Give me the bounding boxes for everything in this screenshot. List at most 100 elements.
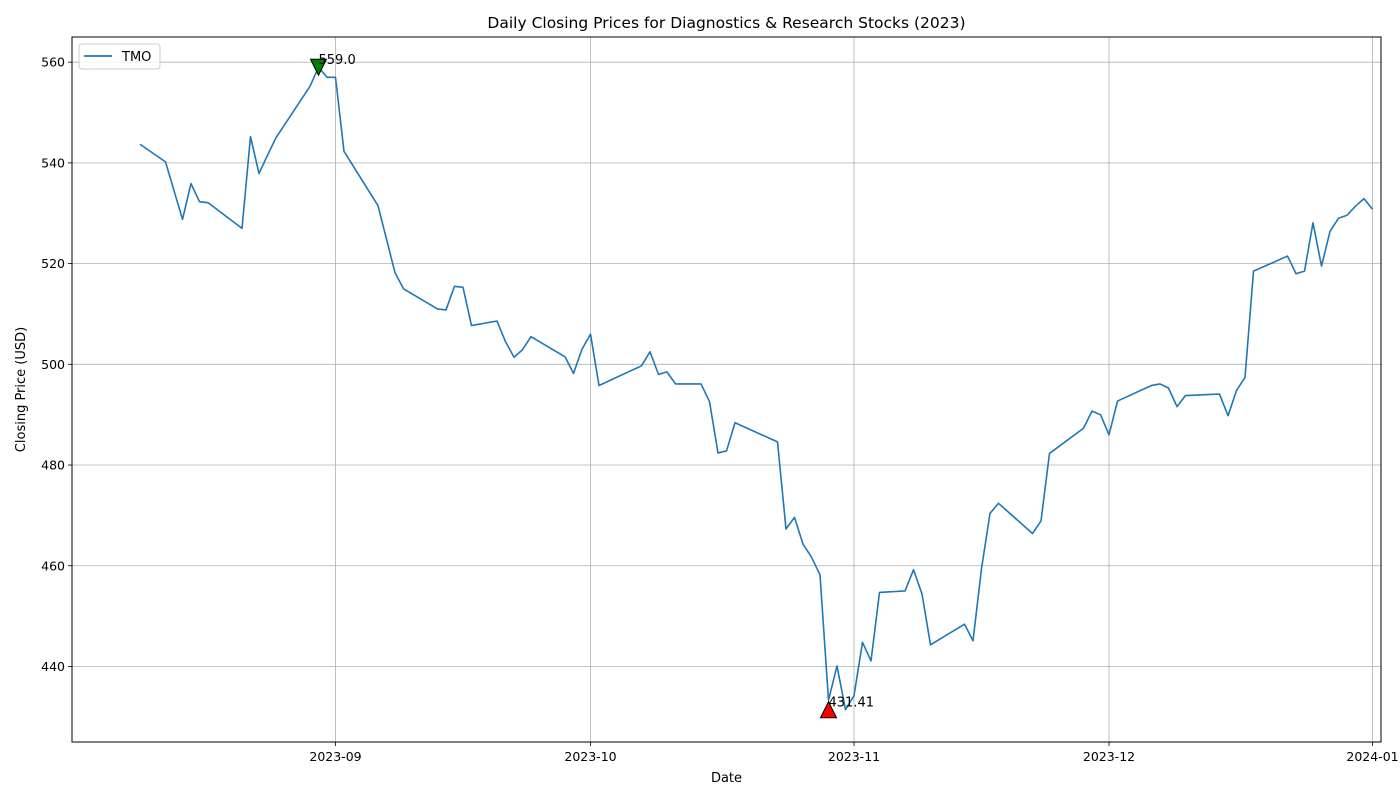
data-point bbox=[904, 590, 906, 592]
min-label: 431.41 bbox=[829, 696, 875, 711]
data-point bbox=[267, 155, 269, 157]
data-point bbox=[658, 374, 660, 376]
data-point bbox=[641, 365, 643, 367]
data-point bbox=[335, 76, 337, 78]
data-point bbox=[785, 528, 787, 530]
data-point bbox=[275, 137, 277, 139]
data-point bbox=[870, 660, 872, 662]
data-point bbox=[1032, 533, 1034, 535]
data-point bbox=[1304, 270, 1306, 272]
data-point bbox=[190, 183, 192, 185]
data-point bbox=[1168, 387, 1170, 389]
x-axis-label: Date bbox=[711, 771, 742, 786]
data-point bbox=[1321, 265, 1323, 267]
data-point bbox=[675, 383, 677, 385]
data-point bbox=[1176, 406, 1178, 408]
data-point bbox=[734, 422, 736, 424]
data-point bbox=[530, 336, 532, 338]
data-point bbox=[1236, 390, 1238, 392]
data-point bbox=[182, 218, 184, 220]
data-point bbox=[921, 593, 923, 595]
data-point bbox=[496, 320, 498, 322]
data-point bbox=[649, 351, 651, 353]
data-point bbox=[1329, 231, 1331, 233]
legend-box bbox=[78, 43, 161, 70]
data-point bbox=[1100, 414, 1102, 416]
data-point bbox=[1091, 410, 1093, 412]
data-point bbox=[1151, 385, 1153, 387]
data-point bbox=[1244, 377, 1246, 379]
data-point bbox=[513, 356, 515, 358]
y-tick-label: 460 bbox=[41, 558, 65, 573]
data-point bbox=[1083, 427, 1085, 429]
grid-layer bbox=[72, 37, 1381, 742]
data-point bbox=[930, 644, 932, 646]
x-tick-label: 2023-11 bbox=[828, 749, 880, 764]
data-point bbox=[522, 349, 524, 351]
plot-frame bbox=[71, 36, 1382, 743]
data-point bbox=[437, 308, 439, 310]
data-point bbox=[139, 143, 141, 145]
data-point bbox=[794, 517, 796, 519]
data-point bbox=[343, 151, 345, 153]
data-point bbox=[1346, 214, 1348, 216]
data-point bbox=[811, 556, 813, 558]
max-label: 559.0 bbox=[319, 53, 356, 68]
y-tick-label: 500 bbox=[41, 357, 65, 372]
data-point bbox=[1363, 198, 1365, 200]
data-point bbox=[964, 623, 966, 625]
data-point bbox=[913, 569, 915, 571]
legend-label-tmo: TMO bbox=[121, 50, 151, 65]
x-tick-label: 2023-10 bbox=[564, 749, 616, 764]
y-tick-label: 480 bbox=[41, 458, 65, 473]
data-point bbox=[879, 592, 881, 594]
data-point bbox=[573, 373, 575, 375]
data-point bbox=[700, 383, 702, 385]
max-marker bbox=[309, 58, 328, 77]
data-point bbox=[819, 574, 821, 576]
data-point bbox=[1253, 270, 1255, 272]
data-point bbox=[989, 513, 991, 515]
data-point bbox=[972, 640, 974, 642]
data-point bbox=[981, 568, 983, 570]
y-axis-label: Closing Price (USD) bbox=[14, 327, 29, 452]
data-point bbox=[598, 385, 600, 387]
data-point bbox=[836, 665, 838, 667]
data-point bbox=[1185, 395, 1187, 397]
data-point bbox=[462, 286, 464, 288]
data-point bbox=[1049, 453, 1051, 455]
data-point bbox=[394, 272, 396, 274]
data-point bbox=[998, 503, 1000, 505]
data-point bbox=[709, 401, 711, 403]
data-point bbox=[1287, 255, 1289, 257]
y-tick-label: 560 bbox=[41, 55, 65, 70]
data-point bbox=[1338, 217, 1340, 219]
data-point bbox=[1219, 393, 1221, 395]
x-tick-label: 2023-09 bbox=[309, 749, 361, 764]
data-point bbox=[165, 161, 167, 163]
legend: TMO bbox=[78, 43, 161, 70]
series-line-tmo bbox=[139, 66, 1374, 711]
data-point bbox=[207, 202, 209, 204]
data-point bbox=[666, 371, 668, 373]
data-point bbox=[581, 348, 583, 350]
data-point bbox=[862, 641, 864, 643]
data-point bbox=[1040, 520, 1042, 522]
data-point bbox=[1355, 205, 1357, 207]
data-point bbox=[802, 543, 804, 545]
data-point bbox=[377, 205, 379, 207]
data-point bbox=[726, 450, 728, 452]
y-tick-label: 440 bbox=[41, 659, 65, 674]
data-point bbox=[1312, 222, 1314, 224]
data-point bbox=[1108, 434, 1110, 436]
min-marker bbox=[819, 700, 838, 719]
chart-title: Daily Closing Prices for Diagnostics & R… bbox=[487, 14, 965, 32]
y-tick-label: 540 bbox=[41, 155, 65, 170]
data-point bbox=[445, 309, 447, 311]
data-point bbox=[241, 228, 243, 230]
data-point bbox=[1117, 400, 1119, 402]
data-point bbox=[471, 325, 473, 327]
annotation-layer: 559.0 431.41 bbox=[309, 53, 875, 719]
x-tick-label: 2023-12 bbox=[1083, 749, 1135, 764]
